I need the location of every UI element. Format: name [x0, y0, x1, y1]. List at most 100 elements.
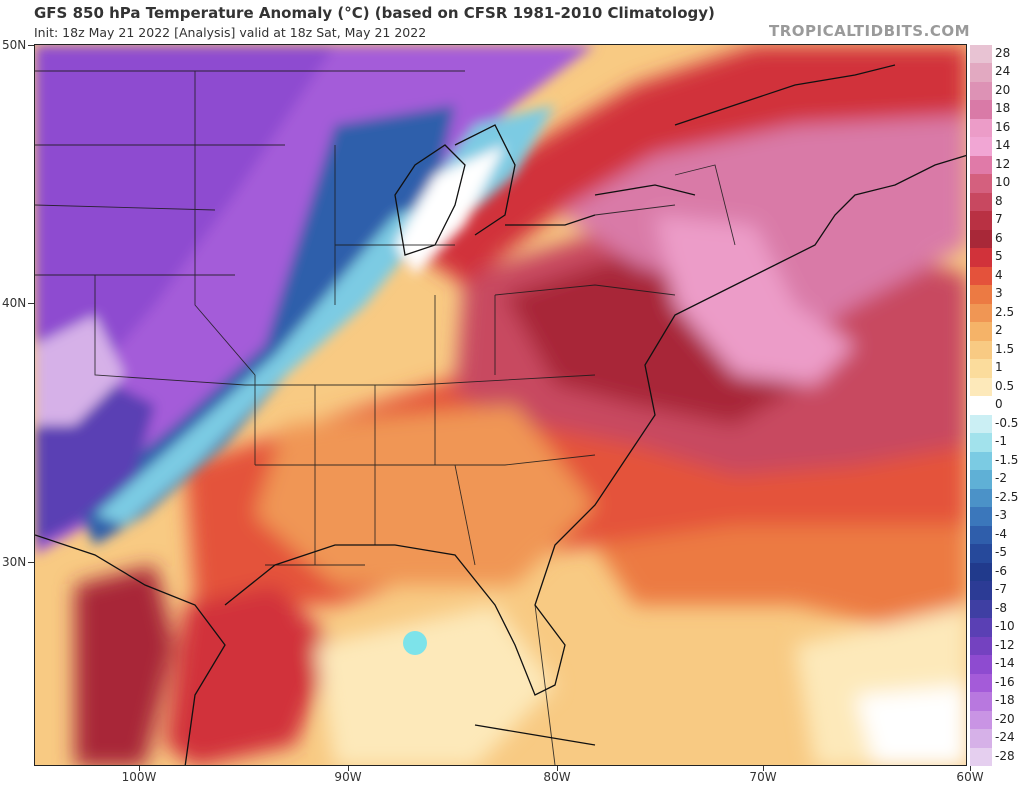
- chart-subtitle: Init: 18z May 21 2022 [Analysis] valid a…: [34, 25, 427, 40]
- legend-row: 1: [970, 359, 1022, 378]
- legend-label: 2: [995, 323, 1003, 338]
- legend-swatch: [970, 451, 992, 471]
- legend-row: 18: [970, 100, 1022, 119]
- legend-row: -7: [970, 581, 1022, 600]
- legend-swatch: [970, 45, 992, 64]
- legend-row: -1.5: [970, 451, 1022, 471]
- legend-row: 1.5: [970, 340, 1022, 360]
- legend-row: -6: [970, 562, 1022, 582]
- legend-row: 0.5: [970, 377, 1022, 397]
- legend-label: -5: [995, 545, 1007, 560]
- legend-swatch: [970, 174, 992, 193]
- legend-swatch: [970, 322, 992, 341]
- legend-label: -6: [995, 563, 1007, 578]
- legend-row: -16: [970, 673, 1022, 693]
- legend-label: -24: [995, 730, 1015, 745]
- legend-label: 3: [995, 286, 1003, 301]
- legend-swatch: [970, 340, 992, 360]
- legend-label: -20: [995, 711, 1015, 726]
- lat-tick-50n: [28, 45, 34, 46]
- legend-swatch: [970, 747, 992, 766]
- legend-label: 14: [995, 138, 1011, 153]
- coastlines: [35, 64, 966, 765]
- legend-row: -12: [970, 636, 1022, 656]
- legend-label: 2.5: [995, 304, 1015, 319]
- legend-label: 1: [995, 360, 1003, 375]
- legend-swatch: [970, 396, 992, 415]
- lat-label-40n: 40N: [2, 296, 27, 310]
- legend-swatch: [970, 599, 992, 619]
- brand-watermark: TROPICALTIDBITS.COM: [769, 22, 970, 40]
- legend-swatch: [970, 211, 992, 230]
- legend-row: 4: [970, 266, 1022, 286]
- lon-tick-70w: [763, 766, 764, 771]
- legend-label: 24: [995, 64, 1011, 79]
- legend-row: 10: [970, 174, 1022, 193]
- legend-row: -28: [970, 747, 1022, 766]
- cold-anomaly-shading: [35, 45, 595, 555]
- lon-label-90w: 90W: [334, 770, 362, 784]
- legend-row: 12: [970, 155, 1022, 175]
- legend-row: 6: [970, 229, 1022, 249]
- legend-swatch: [970, 470, 992, 489]
- legend-swatch: [970, 710, 992, 730]
- legend-label: 0.5: [995, 378, 1015, 393]
- legend-row: -3: [970, 507, 1022, 526]
- legend-swatch: [970, 692, 992, 711]
- lon-tick-80w: [557, 766, 558, 771]
- legend-row: 28: [970, 45, 1022, 64]
- legend-swatch: [970, 581, 992, 600]
- legend-row: 0: [970, 396, 1022, 415]
- legend-label: 8: [995, 193, 1003, 208]
- legend-label: -10: [995, 619, 1015, 634]
- legend-swatch: [970, 359, 992, 378]
- legend-row: 14: [970, 137, 1022, 156]
- legend-row: -18: [970, 692, 1022, 711]
- lon-tick-100w: [139, 766, 140, 771]
- anomaly-map-svg: [35, 45, 966, 765]
- legend-swatch: [970, 655, 992, 674]
- legend-label: 7: [995, 212, 1003, 227]
- legend-row: 5: [970, 248, 1022, 267]
- legend-swatch: [970, 285, 992, 304]
- legend-row: 24: [970, 63, 1022, 82]
- lat-label-50n: 50N: [2, 38, 27, 52]
- legend-label: 1.5: [995, 341, 1015, 356]
- lat-tick-30n: [28, 562, 34, 563]
- legend-row: -2.5: [970, 488, 1022, 508]
- lon-label-80w: 80W: [543, 770, 571, 784]
- legend-row: -4: [970, 525, 1022, 545]
- legend-row: -20: [970, 710, 1022, 730]
- anomaly-map: [34, 44, 967, 766]
- lat-tick-40n: [28, 303, 34, 304]
- legend-label: -7: [995, 582, 1007, 597]
- legend-swatch: [970, 100, 992, 119]
- legend-row: -8: [970, 599, 1022, 619]
- legend-swatch: [970, 488, 992, 508]
- legend-label: -1: [995, 434, 1007, 449]
- legend-label: -28: [995, 748, 1015, 763]
- legend-label: 4: [995, 267, 1003, 282]
- legend-swatch: [970, 673, 992, 693]
- legend-swatch: [970, 229, 992, 249]
- legend-swatch: [970, 544, 992, 563]
- lon-label-70w: 70W: [749, 770, 777, 784]
- legend-row: -1: [970, 433, 1022, 452]
- lon-label-60w: 60W: [956, 770, 984, 784]
- legend-swatch: [970, 636, 992, 656]
- legend-swatch: [970, 507, 992, 526]
- legend-row: -2: [970, 470, 1022, 489]
- legend-row: 2: [970, 322, 1022, 341]
- legend-row: 8: [970, 192, 1022, 212]
- legend-row: 2.5: [970, 303, 1022, 323]
- legend-row: -5: [970, 544, 1022, 563]
- legend-label: 6: [995, 230, 1003, 245]
- legend-label: -3: [995, 508, 1007, 523]
- legend-swatch: [970, 525, 992, 545]
- legend-label: -8: [995, 600, 1007, 615]
- legend-row: 3: [970, 285, 1022, 304]
- legend-label: 18: [995, 101, 1011, 116]
- legend-label: -16: [995, 674, 1015, 689]
- legend-label: 0: [995, 397, 1003, 412]
- legend-swatch: [970, 137, 992, 156]
